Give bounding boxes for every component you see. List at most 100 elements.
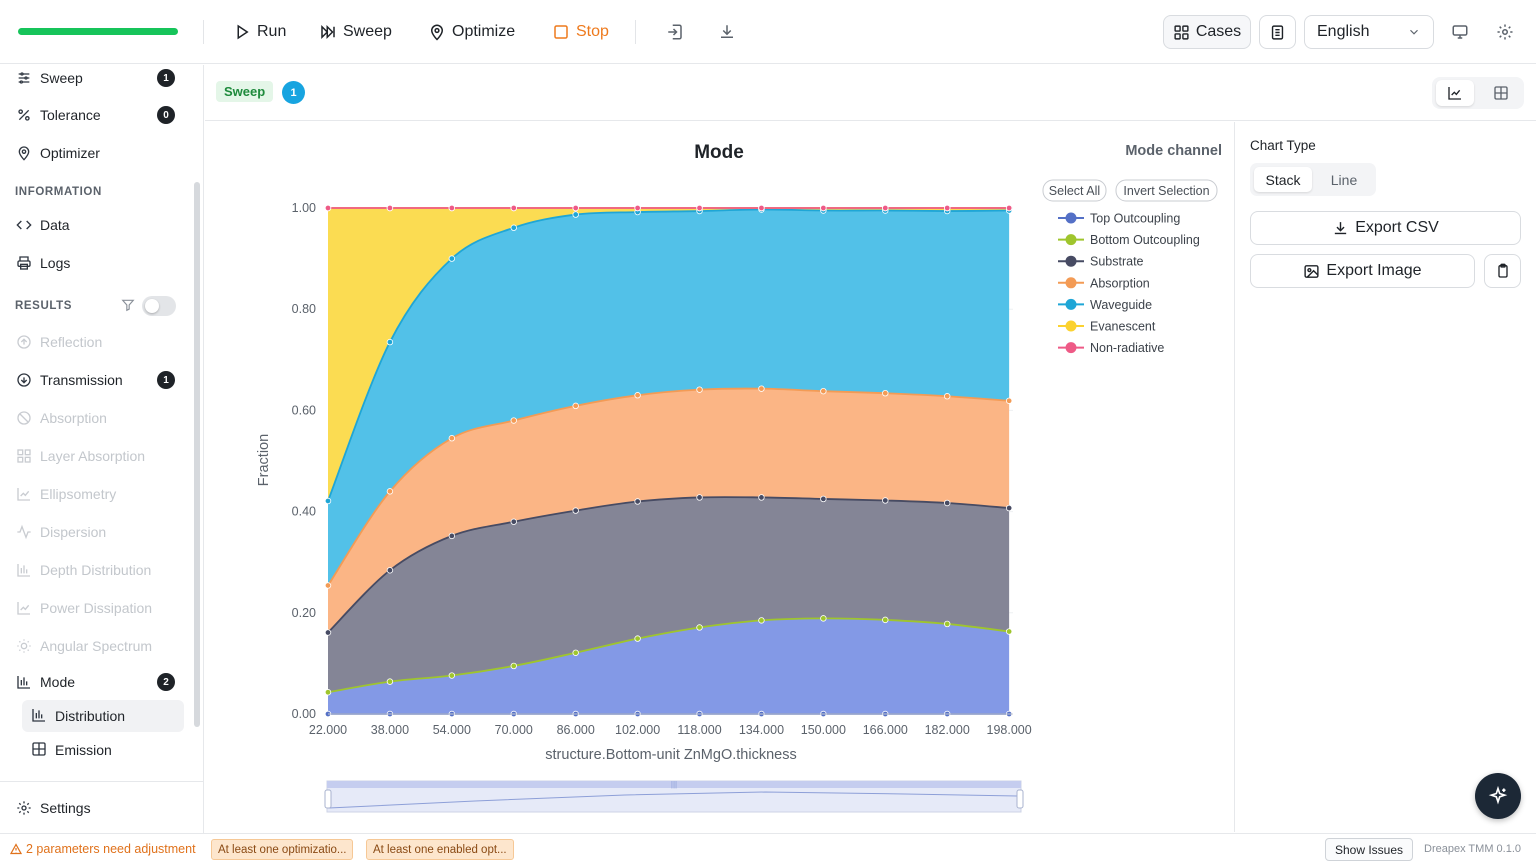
language-select[interactable]: English: [1304, 15, 1434, 49]
select-all-button[interactable]: [1042, 179, 1107, 202]
data-point[interactable]: [944, 620, 951, 628]
data-point[interactable]: [696, 624, 703, 631]
data-point[interactable]: [572, 507, 579, 514]
sidebar-item-data[interactable]: Data: [15, 212, 183, 238]
data-point[interactable]: [448, 255, 456, 262]
data-point[interactable]: [944, 393, 951, 400]
data-point[interactable]: [820, 615, 827, 622]
data-point[interactable]: [448, 532, 456, 540]
data-point[interactable]: [572, 204, 579, 212]
data-point[interactable]: [510, 417, 517, 424]
data-point[interactable]: [572, 649, 579, 656]
data-point[interactable]: [510, 204, 517, 212]
data-point[interactable]: [634, 635, 641, 642]
data-point[interactable]: [386, 567, 394, 574]
data-point[interactable]: [1005, 504, 1013, 512]
sidebar-item-angular-spectrum[interactable]: Angular Spectrum: [15, 633, 183, 659]
sidebar-item-depth-distribution[interactable]: Depth Distribution: [15, 557, 183, 583]
data-point[interactable]: [696, 494, 703, 501]
data-point[interactable]: [510, 662, 517, 670]
sidebar-item-power-dissipation[interactable]: Power Dissipation: [15, 595, 183, 621]
stop-button[interactable]: Stop: [552, 18, 609, 46]
data-point[interactable]: [944, 204, 951, 212]
sidebar-item-optimizer[interactable]: Optimizer: [15, 140, 183, 166]
data-point[interactable]: [944, 499, 951, 507]
issue-chip[interactable]: At least one enabled opt...: [366, 839, 514, 860]
legend-item[interactable]: Bottom Outcoupling: [1058, 233, 1200, 247]
data-point[interactable]: [1005, 628, 1013, 635]
legend-item[interactable]: Evanescent: [1058, 320, 1156, 334]
data-point[interactable]: [510, 224, 517, 231]
data-point[interactable]: [758, 617, 765, 624]
notes-button[interactable]: [1259, 15, 1296, 49]
legend-item[interactable]: Substrate: [1058, 255, 1144, 269]
issue-chip[interactable]: At least one optimizatio...: [211, 839, 354, 860]
data-point[interactable]: [820, 495, 827, 503]
sidebar-item-layer-absorption[interactable]: Layer Absorption: [15, 443, 183, 469]
invert-selection-button[interactable]: [1115, 179, 1218, 202]
data-point[interactable]: [820, 387, 827, 395]
sidebar-item-reflection[interactable]: Reflection: [15, 329, 183, 355]
results-filter-toggle[interactable]: [142, 296, 176, 316]
mode-chart[interactable]: Mode Mode channel 0.00 0.20 0.40 0.60 0.80 1.…: [205, 122, 1233, 832]
sweep-button[interactable]: Sweep: [319, 18, 392, 46]
area-band-waveguide[interactable]: [328, 209, 1010, 586]
data-point[interactable]: [386, 488, 394, 495]
data-point[interactable]: [324, 629, 332, 636]
data-point[interactable]: [510, 518, 517, 525]
chart-view-button[interactable]: [1436, 80, 1474, 106]
data-point[interactable]: [572, 211, 579, 218]
data-point[interactable]: [1005, 397, 1013, 404]
ai-assistant-button[interactable]: [1475, 773, 1521, 819]
data-point[interactable]: [448, 204, 456, 212]
sidebar-subitem-distribution[interactable]: Distribution: [22, 700, 184, 732]
data-point[interactable]: [448, 435, 456, 442]
data-point[interactable]: [634, 498, 641, 505]
data-point[interactable]: [324, 689, 332, 696]
sidebar-item-tolerance[interactable]: Tolerance 0: [15, 102, 183, 128]
data-point[interactable]: [634, 392, 641, 399]
data-point[interactable]: [324, 497, 332, 505]
legend-item[interactable]: Waveguide: [1058, 298, 1152, 312]
sidebar-item-logs[interactable]: Logs: [15, 250, 183, 276]
legend-item[interactable]: Absorption: [1058, 276, 1150, 290]
cases-button[interactable]: Cases: [1163, 15, 1251, 49]
sidebar-item-mode[interactable]: Mode 2: [15, 669, 183, 695]
run-button[interactable]: Run: [233, 18, 286, 46]
data-point[interactable]: [820, 204, 827, 212]
line-option[interactable]: Line: [1330, 171, 1358, 188]
filter-icon[interactable]: [121, 298, 135, 315]
data-point[interactable]: [324, 204, 332, 212]
optimize-button[interactable]: Optimize: [428, 18, 515, 46]
data-point[interactable]: [386, 338, 394, 346]
legend-item[interactable]: Top Outcoupling: [1058, 212, 1180, 226]
data-zoom-right-handle[interactable]: [1016, 789, 1024, 809]
data-point[interactable]: [882, 616, 889, 624]
data-point[interactable]: [324, 582, 332, 589]
parameter-warning[interactable]: 2 parameters need adjustment: [10, 842, 196, 856]
data-point[interactable]: [882, 204, 889, 212]
export-image-button[interactable]: Export Image: [1250, 254, 1475, 288]
data-point[interactable]: [572, 402, 579, 410]
sidebar-scrollbar[interactable]: [194, 182, 200, 727]
sweep-count-badge[interactable]: 1: [282, 81, 305, 104]
legend-item[interactable]: Non-radiative: [1058, 341, 1164, 355]
sidebar-item-sweep[interactable]: Sweep 1: [15, 65, 183, 91]
area-band-substrate[interactable]: [328, 497, 1010, 693]
data-point[interactable]: [448, 672, 456, 679]
sidebar-item-dispersion[interactable]: Dispersion: [15, 519, 183, 545]
data-point[interactable]: [1005, 204, 1013, 212]
data-zoom-handle-bar[interactable]: [327, 781, 1021, 788]
data-point[interactable]: [758, 204, 765, 212]
data-point[interactable]: [882, 497, 889, 504]
export-csv-button[interactable]: Export CSV: [1250, 211, 1521, 245]
import-button[interactable]: [663, 20, 687, 44]
sidebar-item-settings[interactable]: Settings: [15, 795, 183, 821]
data-zoom-left-handle[interactable]: [324, 789, 332, 809]
sidebar-item-absorption[interactable]: Absorption: [15, 405, 183, 431]
data-point[interactable]: [386, 678, 394, 685]
data-point[interactable]: [758, 494, 765, 501]
area-band-evanescent[interactable]: [328, 208, 1010, 501]
data-point[interactable]: [758, 385, 765, 392]
sidebar-item-transmission[interactable]: Transmission 1: [15, 367, 183, 393]
